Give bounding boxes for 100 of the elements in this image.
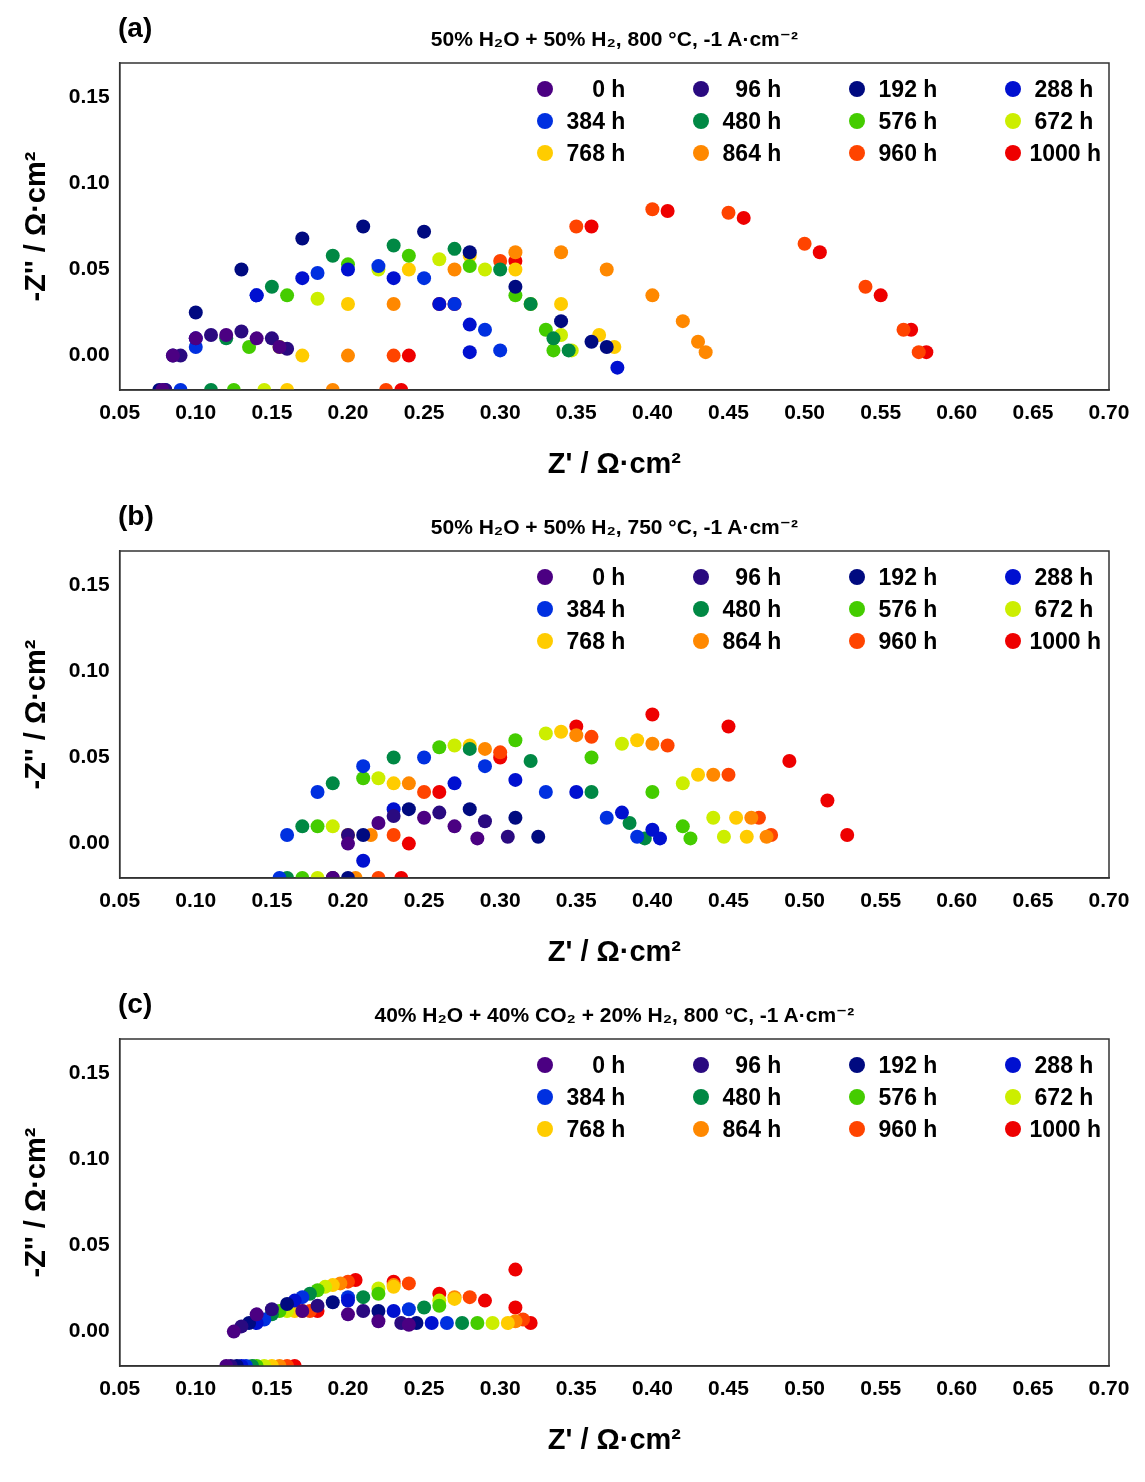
x-tick-label: 0.15	[251, 1376, 293, 1400]
x-tick-label: 0.55	[860, 400, 902, 424]
legend-label: 384 h	[565, 1083, 626, 1111]
y-tick-label: 0.05	[68, 1232, 110, 1256]
x-tick-label: 0.45	[708, 1376, 750, 1400]
x-tick-label: 0.35	[555, 888, 598, 912]
y-tick-label: 0.05	[68, 256, 110, 280]
x-tick-label: 0.30	[479, 400, 521, 424]
legend-label: 864 h	[721, 139, 782, 167]
y-tick-label: 0.15	[68, 572, 110, 596]
x-tick-label: 0.45	[708, 888, 750, 912]
x-tick-label: 0.70	[1088, 1376, 1130, 1400]
x-tick-label: 0.05	[99, 1376, 141, 1400]
legend-label: 96 h	[734, 1051, 782, 1079]
x-tick-label: 0.45	[708, 400, 750, 424]
legend-label: 0 h	[591, 563, 626, 591]
legend-label: 768 h	[565, 627, 626, 655]
x-tick-label: 0.05	[99, 888, 141, 912]
text: (a)	[118, 11, 153, 43]
text: (b)	[118, 499, 154, 531]
x-tick-label: 0.35	[555, 400, 598, 424]
legend-label: 384 h	[565, 595, 626, 623]
x-tick-label: 0.10	[175, 1376, 217, 1400]
x-tick-label: 0.25	[403, 400, 445, 424]
legend-label: 192 h	[877, 75, 938, 103]
x-tick-label: 0.40	[631, 888, 673, 912]
x-tick-label: 0.20	[327, 1376, 369, 1400]
x-tick-label: 0.25	[403, 1376, 445, 1400]
y-axis-title: -Z'' / Ω·cm²	[19, 639, 52, 790]
x-tick-label: 0.10	[175, 888, 217, 912]
x-tick-label: 0.10	[175, 400, 217, 424]
legend-label: 960 h	[877, 139, 938, 167]
x-tick-label: 0.60	[936, 1376, 978, 1400]
y-axis-title: -Z'' / Ω·cm²	[19, 151, 52, 302]
legend-label: 672 h	[1033, 595, 1094, 623]
legend-label: 768 h	[565, 1115, 626, 1143]
x-tick-label: 0.05	[99, 400, 141, 424]
x-tick-label: 0.65	[1012, 1376, 1054, 1400]
y-tick-label: 0.00	[68, 342, 110, 366]
x-tick-label: 0.20	[327, 400, 369, 424]
legend-label: 384 h	[565, 107, 626, 135]
legend-label: 0 h	[591, 75, 626, 103]
chart-title: 50% H₂O + 50% H₂, 800 °C, -1 A·cm⁻²	[430, 27, 798, 51]
y-tick-label: 0.15	[68, 1060, 110, 1084]
x-tick-label: 0.20	[327, 888, 369, 912]
y-tick-label: 0.10	[68, 1146, 110, 1170]
x-axis-title: Z' / Ω·cm²	[547, 1422, 682, 1455]
legend-label: 288 h	[1033, 75, 1094, 103]
text: (c)	[118, 987, 153, 1019]
legend-label: 864 h	[721, 627, 782, 655]
x-tick-label: 0.30	[479, 1376, 521, 1400]
legend-label: 96 h	[734, 563, 782, 591]
legend-label: 672 h	[1033, 107, 1094, 135]
legend-label: 1000 h	[1029, 627, 1101, 655]
x-tick-label: 0.65	[1012, 400, 1054, 424]
legend-label: 192 h	[877, 1051, 938, 1079]
legend-label: 1000 h	[1029, 1115, 1101, 1143]
legend-label: 576 h	[877, 107, 938, 135]
y-tick-label: 0.15	[68, 84, 110, 108]
x-tick-label: 0.40	[631, 400, 673, 424]
x-tick-label: 0.50	[784, 1376, 826, 1400]
x-tick-label: 0.35	[555, 1376, 598, 1400]
legend-label: 288 h	[1033, 1051, 1094, 1079]
x-tick-label: 0.50	[784, 888, 826, 912]
legend-label: 192 h	[877, 563, 938, 591]
x-tick-label: 0.60	[936, 888, 978, 912]
x-tick-label: 0.15	[251, 400, 293, 424]
x-tick-label: 0.25	[403, 888, 445, 912]
legend-label: 0 h	[591, 1051, 626, 1079]
legend-label: 96 h	[734, 75, 782, 103]
legend-label: 864 h	[721, 1115, 782, 1143]
y-tick-label: 0.05	[68, 744, 110, 768]
x-tick-label: 0.70	[1088, 888, 1130, 912]
y-tick-label: 0.10	[68, 658, 110, 682]
x-tick-label: 0.40	[631, 1376, 673, 1400]
legend-label: 960 h	[877, 1115, 938, 1143]
x-axis-title: Z' / Ω·cm²	[547, 934, 682, 967]
y-tick-label: 0.10	[68, 170, 110, 194]
legend-label: 576 h	[877, 1083, 938, 1111]
x-tick-label: 0.55	[860, 888, 902, 912]
chart-title: 40% H₂O + 40% CO₂ + 20% H₂, 800 °C, -1 A·cm⁻²	[374, 1003, 855, 1027]
legend-label: 480 h	[721, 1083, 782, 1111]
y-tick-label: 0.00	[68, 830, 110, 854]
legend-label: 768 h	[565, 139, 626, 167]
x-tick-label: 0.70	[1088, 400, 1130, 424]
legend-label: 672 h	[1033, 1083, 1094, 1111]
x-tick-label: 0.65	[1012, 888, 1054, 912]
x-tick-label: 0.15	[251, 888, 293, 912]
x-tick-label: 0.55	[860, 1376, 902, 1400]
legend-label: 960 h	[877, 627, 938, 655]
x-tick-label: 0.30	[479, 888, 521, 912]
legend-label: 1000 h	[1029, 139, 1101, 167]
legend-label: 288 h	[1033, 563, 1094, 591]
x-tick-label: 0.60	[936, 400, 978, 424]
x-axis-title: Z' / Ω·cm²	[547, 446, 682, 479]
legend-label: 576 h	[877, 595, 938, 623]
x-tick-label: 0.50	[784, 400, 826, 424]
legend-label: 480 h	[721, 107, 782, 135]
y-axis-title: -Z'' / Ω·cm²	[19, 1127, 52, 1278]
chart-title: 50% H₂O + 50% H₂, 750 °C, -1 A·cm⁻²	[430, 515, 798, 539]
